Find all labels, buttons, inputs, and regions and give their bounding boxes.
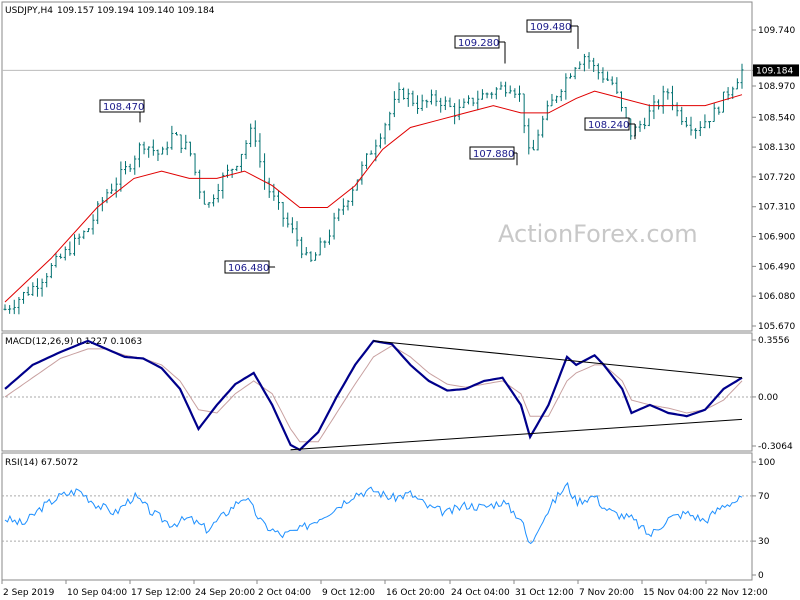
macd-tick-label: -0.3064 <box>758 442 793 452</box>
price-tick-label: 109.740 <box>758 26 795 36</box>
price-tick-label: 107.720 <box>758 173 795 183</box>
x-tick-label: 22 Nov 12:00 <box>707 588 768 598</box>
rsi-tick-label: 0 <box>758 571 764 581</box>
price-layer: 109.740 108.970 108.540 108.130 107.720 107.3… <box>2 19 799 332</box>
rsi-tick-label: 30 <box>758 537 770 547</box>
rsi-header: RSI(14) 67.5072 <box>5 458 78 468</box>
price-tick-label: 108.970 <box>758 82 795 92</box>
macd-trendline <box>373 340 743 379</box>
price-tick-label: 108.130 <box>758 143 795 153</box>
annotation-label: 106.480 <box>228 263 269 274</box>
rsi-layer: 100 70 30 0 <box>2 458 775 581</box>
x-tick-label: 2 Oct 04:00 <box>258 588 311 598</box>
annotation-box <box>99 99 145 113</box>
x-tick-label: 9 Oct 12:00 <box>322 588 375 598</box>
x-tick-label: 10 Sep 04:00 <box>67 588 127 598</box>
annotation-label: 108.240 <box>588 120 629 131</box>
rsi-line <box>4 481 743 545</box>
price-tick-label: 107.310 <box>758 203 795 213</box>
macd-tick-label: 0.3556 <box>758 336 790 346</box>
macd-trendline <box>290 418 743 451</box>
annotation-box <box>526 19 572 33</box>
watermark: ActionForex.com <box>498 220 698 248</box>
macd-layer: 0.3556 0.00 -0.3064 <box>2 336 793 452</box>
current-price-label: 109.184 <box>756 66 793 76</box>
annotation-box <box>584 117 630 131</box>
macd-panel-frame <box>1 332 753 452</box>
price-panel-frame <box>1 1 753 332</box>
annotation-box <box>454 35 500 49</box>
annotation-label: 108.470 <box>103 102 144 113</box>
annotation-label: 107.880 <box>473 149 514 160</box>
macd-tick-label: 0.00 <box>758 393 778 403</box>
price-tick-label: 106.490 <box>758 262 795 272</box>
price-tick-label: 108.540 <box>758 113 795 123</box>
annotation-label: 109.280 <box>458 38 499 49</box>
x-tick-label: 7 Nov 20:00 <box>579 588 634 598</box>
price-tick-label: 106.900 <box>758 233 795 243</box>
ohlc-label: 109.157 109.194 109.140 109.184 <box>57 6 215 16</box>
annotation-box <box>469 146 515 160</box>
x-tick-label: 17 Sep 12:00 <box>131 588 191 598</box>
x-tick-label: 24 Sep 20:00 <box>195 588 255 598</box>
instrument-label: USDJPY,H4 <box>5 6 53 16</box>
x-tick-label: 31 Oct 12:00 <box>515 588 574 598</box>
price-tick-label: 106.080 <box>758 292 795 302</box>
price-header: USDJPY,H4 109.157 109.194 109.140 109.184 <box>5 6 215 16</box>
x-tick-label: 24 Oct 04:00 <box>451 588 510 598</box>
rsi-tick-label: 70 <box>758 492 770 502</box>
rsi-tick-label: 100 <box>758 458 775 468</box>
moving-average-line <box>4 90 743 303</box>
price-tick-label: 105.670 <box>758 322 795 332</box>
x-tick-label: 15 Nov 04:00 <box>643 588 704 598</box>
annotation-box <box>224 260 270 274</box>
current-price-box <box>753 64 799 77</box>
x-tick-label: 2 Sep 2019 <box>3 588 55 598</box>
x-tick-label: 16 Oct 20:00 <box>386 588 445 598</box>
macd-header: MACD(12,26,9) 0.1227 0.1063 <box>5 337 142 347</box>
x-axis: 2 Sep 2019 10 Sep 04:00 17 Sep 12:00 24 Sep… <box>1 580 768 598</box>
annotation-label: 109.480 <box>530 22 571 33</box>
rsi-panel-frame <box>1 452 753 581</box>
signal-line <box>4 345 743 443</box>
